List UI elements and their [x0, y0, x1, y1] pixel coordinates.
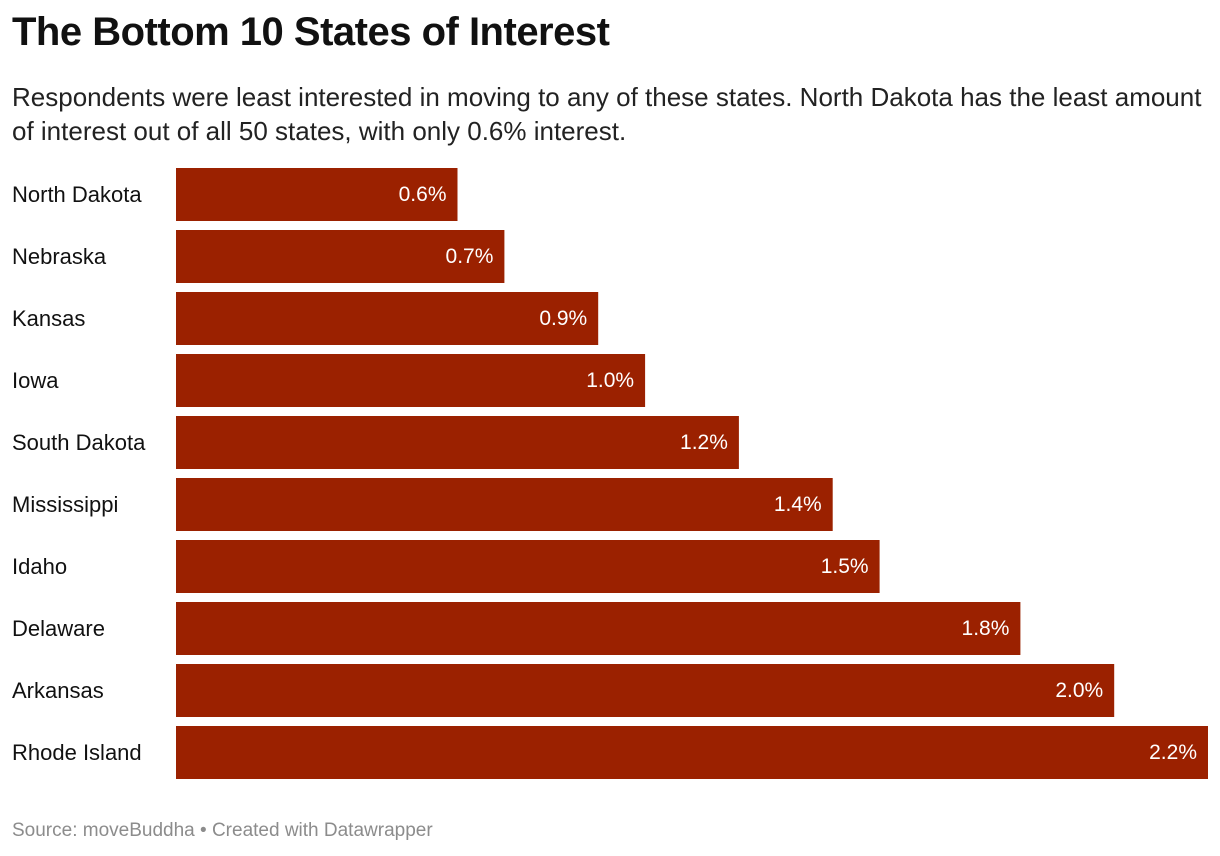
- bar-row: Rhode Island 2.2%: [12, 726, 1208, 779]
- source-label: Source:: [12, 820, 78, 841]
- bar: [176, 416, 739, 469]
- chart-title: The Bottom 10 States of Interest: [12, 10, 610, 54]
- category-label: Idaho: [12, 554, 67, 579]
- source-name: moveBuddha: [82, 820, 195, 841]
- value-label: 1.4%: [774, 493, 822, 516]
- value-label: 0.9%: [539, 307, 587, 330]
- value-label: 1.2%: [680, 431, 728, 454]
- category-label: Kansas: [12, 306, 85, 331]
- bar-row: Delaware 1.8%: [12, 602, 1021, 655]
- bar: [176, 354, 646, 407]
- bar: [176, 540, 880, 593]
- bar-row: Mississippi 1.4%: [12, 478, 833, 531]
- bar: [176, 478, 833, 531]
- category-label: North Dakota: [12, 182, 142, 207]
- category-label: Arkansas: [12, 678, 104, 703]
- footer-separator: •: [200, 820, 207, 841]
- value-label: 2.2%: [1149, 741, 1197, 764]
- value-label: 0.7%: [446, 245, 494, 268]
- category-label: Mississippi: [12, 492, 118, 517]
- bar-row: Iowa 1.0%: [12, 354, 646, 407]
- bar-row: Nebraska 0.7%: [12, 230, 505, 283]
- bar: [176, 230, 505, 283]
- bar-row: North Dakota 0.6%: [12, 168, 458, 221]
- category-label: Nebraska: [12, 244, 107, 269]
- category-label: Iowa: [12, 368, 59, 393]
- chart-footer: Source: moveBuddha • Created with Datawr…: [12, 820, 433, 842]
- bar-row: Kansas 0.9%: [12, 292, 599, 345]
- category-label: South Dakota: [12, 430, 146, 455]
- credit-text: Created with Datawrapper: [211, 820, 433, 841]
- value-label: 1.8%: [962, 617, 1010, 640]
- chart-subtitle: Respondents were least interested in mov…: [12, 82, 1202, 146]
- value-label: 2.0%: [1055, 679, 1103, 702]
- value-label: 1.0%: [586, 369, 634, 392]
- bar-row: Arkansas 2.0%: [12, 664, 1115, 717]
- bar: [176, 168, 458, 221]
- bar-row: Idaho 1.5%: [12, 540, 880, 593]
- bar-chart: North Dakota 0.6% Nebraska 0.7% Kansas 0.9% Io…: [12, 168, 1208, 779]
- bar-row: South Dakota 1.2%: [12, 416, 739, 469]
- bar: [176, 664, 1115, 717]
- category-label: Rhode Island: [12, 740, 142, 765]
- bar: [176, 602, 1021, 655]
- value-label: 0.6%: [399, 183, 447, 206]
- bar: [176, 292, 599, 345]
- bar: [176, 726, 1208, 779]
- category-label: Delaware: [12, 616, 105, 641]
- value-label: 1.5%: [821, 555, 869, 578]
